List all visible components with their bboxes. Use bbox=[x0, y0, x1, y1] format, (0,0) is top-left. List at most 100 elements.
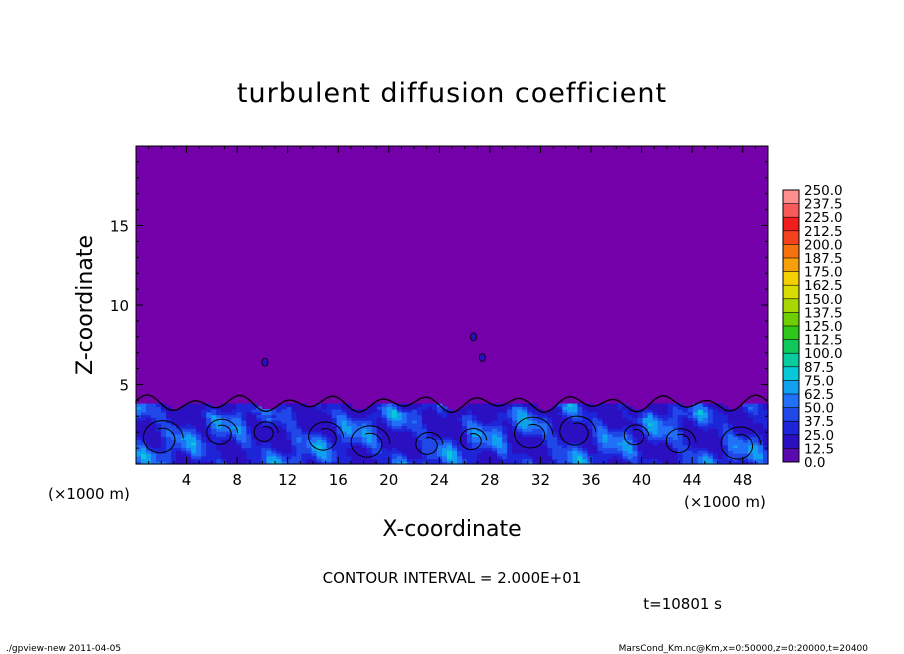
heatmap-cell bbox=[136, 425, 142, 429]
heatmap-cell bbox=[181, 447, 187, 451]
heatmap-cell bbox=[346, 455, 353, 460]
heatmap-cell bbox=[702, 409, 709, 413]
heatmap-cell bbox=[637, 417, 644, 421]
heatmap-cell bbox=[742, 436, 749, 440]
heatmap-cell bbox=[727, 461, 734, 465]
heatmap-cell bbox=[677, 461, 684, 465]
heatmap-cell bbox=[647, 406, 654, 410]
heatmap-cell bbox=[702, 458, 709, 462]
heatmap-cell bbox=[376, 425, 383, 429]
heatmap-cell bbox=[201, 453, 207, 457]
heatmap-cell bbox=[361, 458, 368, 462]
heatmap-cell bbox=[206, 433, 212, 438]
heatmap-cell bbox=[426, 403, 433, 407]
heatmap-cell bbox=[396, 436, 403, 440]
heatmap-cell bbox=[687, 420, 694, 424]
heatmap-cell bbox=[436, 431, 443, 435]
heatmap-cell bbox=[441, 431, 448, 435]
heatmap-cell bbox=[291, 409, 298, 413]
heatmap-cell bbox=[502, 414, 508, 418]
heatmap-cell bbox=[186, 411, 192, 416]
heatmap-cell bbox=[737, 431, 744, 435]
heatmap-cell bbox=[226, 414, 232, 418]
heatmap-cell bbox=[727, 428, 734, 432]
heatmap-cell bbox=[517, 409, 523, 413]
heatmap-cell bbox=[522, 442, 528, 446]
heatmap-cell bbox=[677, 422, 684, 427]
heatmap-cell bbox=[336, 411, 343, 416]
heatmap-cell bbox=[341, 411, 348, 416]
heatmap-cell bbox=[712, 442, 719, 446]
heatmap-cell bbox=[592, 461, 599, 465]
heatmap-cell bbox=[762, 425, 769, 429]
heatmap-cell bbox=[401, 450, 408, 454]
heatmap-cell bbox=[301, 431, 308, 435]
heatmap-cell bbox=[166, 409, 172, 413]
heatmap-cell bbox=[331, 417, 338, 421]
heatmap-cell bbox=[141, 453, 147, 457]
heatmap-cell bbox=[557, 436, 563, 440]
heatmap-cell bbox=[186, 433, 192, 438]
heatmap-cell bbox=[316, 425, 323, 429]
heatmap-cell bbox=[547, 444, 553, 449]
heatmap-cell bbox=[166, 444, 172, 449]
heatmap-cell bbox=[477, 414, 483, 418]
heatmap-cell bbox=[657, 455, 664, 460]
heatmap-cell bbox=[191, 425, 197, 429]
heatmap-cell bbox=[452, 439, 458, 443]
contour-interval-text: CONTOUR INTERVAL = 2.000E+01 bbox=[323, 569, 582, 587]
heatmap-cell bbox=[446, 439, 453, 443]
heatmap-cell bbox=[502, 403, 508, 407]
heatmap-cell bbox=[642, 433, 649, 438]
heatmap-cell bbox=[411, 447, 418, 451]
heatmap-cell bbox=[286, 458, 293, 462]
colorbar-swatch bbox=[783, 421, 799, 435]
heatmap-cell bbox=[707, 433, 714, 438]
heatmap-cell bbox=[502, 447, 508, 451]
heatmap-cell bbox=[667, 428, 674, 432]
heatmap-cell bbox=[727, 439, 734, 443]
heatmap-cell bbox=[662, 450, 669, 454]
heatmap-cell bbox=[236, 444, 242, 449]
heatmap-cell bbox=[612, 422, 619, 427]
heatmap-cell bbox=[482, 409, 488, 413]
heatmap-cell bbox=[657, 428, 664, 432]
heatmap-cell bbox=[236, 420, 242, 424]
heatmap-cell bbox=[226, 444, 232, 449]
heatmap-cell bbox=[176, 409, 182, 413]
heatmap-cell bbox=[376, 414, 383, 418]
heatmap-cell bbox=[707, 417, 714, 421]
heatmap-cell bbox=[482, 414, 488, 418]
heatmap-cell bbox=[216, 436, 222, 440]
heatmap-cell bbox=[557, 411, 563, 416]
heatmap-cell bbox=[577, 411, 584, 416]
heatmap-cell bbox=[351, 444, 358, 449]
heatmap-cell bbox=[527, 450, 533, 454]
heatmap-cell bbox=[677, 442, 684, 446]
heatmap-cell bbox=[421, 425, 428, 429]
heatmap-cell bbox=[627, 417, 634, 421]
heatmap-cell bbox=[326, 428, 333, 432]
heatmap-cell bbox=[457, 453, 463, 457]
heatmap-cell bbox=[376, 458, 383, 462]
heatmap-cell bbox=[717, 417, 724, 421]
heatmap-cell bbox=[577, 447, 584, 451]
heatmap-cell bbox=[431, 447, 438, 451]
heatmap-cell bbox=[401, 420, 408, 424]
heatmap-cell bbox=[512, 444, 518, 449]
colorbar-label: 225.0 bbox=[804, 210, 843, 226]
heatmap-cell bbox=[301, 414, 308, 418]
heatmap-cell bbox=[537, 433, 543, 438]
heatmap-cell bbox=[401, 442, 408, 446]
heatmap-cell bbox=[196, 433, 202, 438]
heatmap-cell bbox=[361, 442, 368, 446]
heatmap-cell bbox=[141, 447, 147, 451]
heatmap-cell bbox=[181, 409, 187, 413]
colorbar-swatch bbox=[783, 190, 799, 204]
heatmap-cell bbox=[567, 450, 573, 454]
heatmap-cell bbox=[276, 458, 283, 462]
heatmap-cell bbox=[261, 455, 268, 460]
heatmap-cell bbox=[166, 439, 172, 443]
heatmap-cell bbox=[396, 453, 403, 457]
heatmap-cell bbox=[406, 420, 413, 424]
